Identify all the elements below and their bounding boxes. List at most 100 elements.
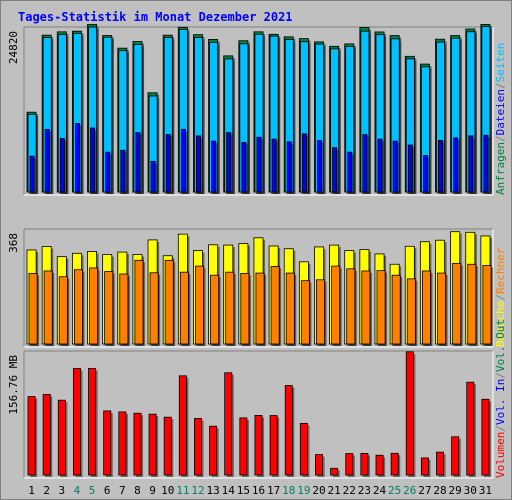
bar-mid-rechner-day22 (346, 268, 356, 345)
bar-top-seiten-day1 (29, 155, 35, 193)
x-tick-label-day1: 1 (28, 484, 35, 497)
legend-item-separator: / (494, 294, 507, 301)
x-tick-label-day19: 19 (297, 484, 310, 497)
bar-mid-rechner-day21 (331, 265, 341, 345)
bar-top-seiten-day12 (196, 135, 201, 193)
legend-item-separator: / (494, 82, 507, 89)
bar-top-seiten-day19 (301, 133, 307, 193)
bar-top-seiten-day4 (74, 123, 80, 193)
bar-top-seiten-day13 (211, 140, 217, 193)
bar-top-seiten-day20 (317, 140, 322, 193)
bar-mid-rechner-day29 (452, 262, 462, 345)
bar-mid-rechner-day30 (467, 263, 477, 345)
panel-top-max-label: 24820 (7, 31, 20, 64)
bar-top-seiten-day8 (135, 132, 141, 193)
panel-top-legend: Anfragen/Dateien/Seiten (494, 43, 507, 195)
x-tick-label-day6: 6 (104, 484, 111, 497)
legend-item-besuche: Besuche (494, 301, 507, 347)
legend-item-volumen: Volumen (494, 432, 507, 478)
bar-top-seiten-day26 (407, 144, 413, 193)
x-tick-label-day14: 14 (222, 484, 236, 497)
bar-top-seiten-day17 (271, 138, 277, 193)
bar-bot-volumen-day26 (405, 351, 414, 476)
bar-mid-rechner-day8 (134, 259, 144, 345)
x-tick-label-day25: 25 (388, 484, 401, 497)
bar-bot-volumen-day21 (330, 467, 339, 476)
bar-mid-rechner-day18 (285, 272, 295, 345)
x-tick-label-day21: 21 (328, 484, 341, 497)
bar-mid-rechner-day13 (210, 274, 220, 345)
bar-top-seiten-day14 (226, 132, 232, 193)
bar-bot-volumen-day30 (466, 381, 475, 476)
bar-mid-rechner-day7 (119, 273, 129, 345)
bar-mid-rechner-day2 (43, 270, 53, 345)
x-tick-label-day20: 20 (312, 484, 325, 497)
bar-mid-rechner-day27 (421, 270, 431, 345)
x-tick-label-day12: 12 (191, 484, 204, 497)
x-tick-label-day5: 5 (89, 484, 96, 497)
bar-bot-volumen-day28 (436, 451, 445, 476)
bar-mid-rechner-day20 (316, 279, 325, 345)
bar-mid-rechner-day5 (89, 267, 99, 345)
chart-title: Tages-Statistik im Monat Dezember 2021 (18, 10, 293, 24)
bar-bot-volumen-day29 (451, 436, 460, 476)
bar-bot-volumen-day27 (420, 457, 429, 476)
bar-mid-rechner-day19 (300, 280, 310, 345)
x-tick-label-day22: 22 (343, 484, 356, 497)
bar-bot-volumen-day12 (194, 418, 202, 476)
bar-bot-volumen-day25 (390, 452, 399, 476)
chart-bars (26, 23, 493, 477)
x-tick-label-day13: 13 (206, 484, 219, 497)
bar-mid-rechner-day4 (73, 269, 83, 345)
bar-bot-volumen-day24 (375, 454, 384, 476)
bar-mid-rechner-day26 (406, 278, 416, 345)
bar-bot-volumen-day31 (481, 398, 490, 476)
bar-bot-volumen-day15 (239, 417, 248, 476)
bar-top-seiten-day24 (377, 138, 383, 193)
legend-item-rechner: Rechner (494, 247, 507, 294)
x-tick-label-day11: 11 (176, 484, 189, 497)
bar-top-seiten-day7 (120, 149, 126, 193)
legend-item-anfragen: Anfragen (494, 142, 507, 195)
panel-mid-max-label: 368 (7, 233, 20, 253)
bar-bot-volumen-day3 (57, 399, 66, 476)
bar-mid-rechner-day24 (376, 270, 386, 345)
legend-item-dateien: Dateien (494, 89, 507, 135)
x-tick-label-day29: 29 (449, 484, 462, 497)
bar-top-seiten-day16 (256, 136, 262, 193)
x-tick-label-day30: 30 (464, 484, 477, 497)
bar-top-seiten-day6 (105, 151, 111, 193)
bar-mid-rechner-day28 (437, 272, 447, 345)
x-tick-label-day28: 28 (433, 484, 446, 497)
bar-bot-volumen-day19 (299, 422, 308, 476)
legend-item-vol-in: Vol. In (494, 379, 507, 425)
x-tick-label-day31: 31 (479, 484, 492, 497)
bar-top-seiten-day18 (286, 141, 292, 193)
bar-top-seiten-day27 (422, 155, 428, 193)
bar-mid-rechner-day9 (149, 272, 159, 345)
bar-bot-volumen-day10 (163, 416, 172, 476)
bar-top-seiten-day11 (180, 128, 186, 193)
panel-bot-max-label: 156.76 MB (7, 355, 20, 415)
x-tick-label-day17: 17 (267, 484, 280, 497)
bar-bot-volumen-day5 (88, 368, 97, 476)
bar-top-seiten-day31 (483, 134, 489, 193)
x-tick-label-day24: 24 (373, 484, 387, 497)
bar-bot-volumen-day9 (148, 413, 157, 476)
bar-top-seiten-day30 (468, 135, 474, 193)
bar-mid-rechner-day23 (361, 270, 371, 345)
legend-item-separator: / (494, 425, 507, 432)
bar-bot-volumen-day7 (118, 411, 127, 476)
x-tick-label-day8: 8 (134, 484, 141, 497)
bar-mid-rechner-day3 (58, 276, 68, 345)
bar-top-seiten-day28 (438, 140, 444, 193)
legend-item-seiten: Seiten (494, 43, 507, 83)
bar-bot-volumen-day1 (27, 396, 36, 476)
bar-bot-volumen-day16 (254, 415, 263, 476)
x-tick-label-day16: 16 (252, 484, 265, 497)
bar-mid-rechner-day11 (179, 271, 189, 345)
bar-mid-rechner-day6 (104, 271, 114, 345)
bar-mid-rechner-day10 (164, 259, 174, 345)
